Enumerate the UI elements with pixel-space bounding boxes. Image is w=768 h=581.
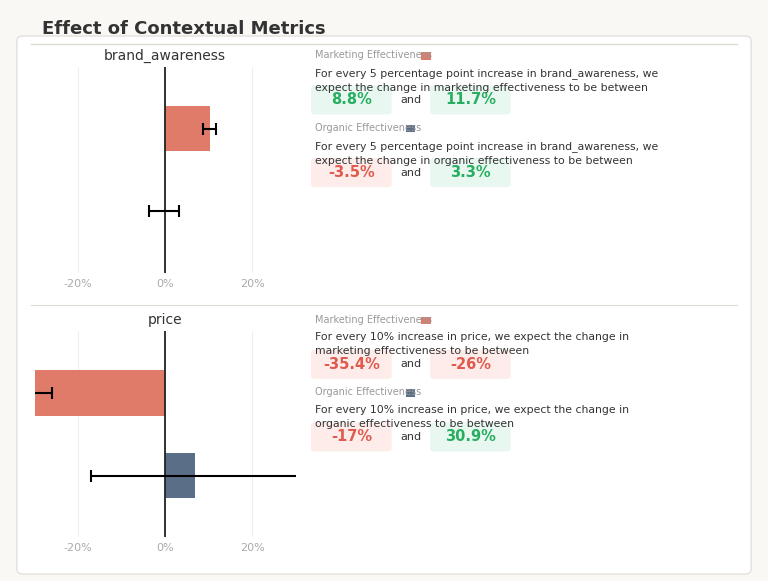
FancyBboxPatch shape (311, 350, 392, 379)
Text: Marketing Effectiveness: Marketing Effectiveness (315, 314, 432, 325)
FancyBboxPatch shape (430, 85, 511, 114)
FancyBboxPatch shape (421, 317, 431, 324)
FancyBboxPatch shape (430, 350, 511, 379)
Text: -17%: -17% (331, 429, 372, 444)
Text: For every 5 percentage point increase in brand_awareness, we
expect the change i: For every 5 percentage point increase in… (315, 68, 658, 93)
Text: 3.3%: 3.3% (450, 165, 491, 180)
Text: For every 10% increase in price, we expect the change in
organic effectiveness t: For every 10% increase in price, we expe… (315, 405, 629, 429)
Title: price: price (147, 313, 183, 327)
FancyBboxPatch shape (421, 52, 431, 60)
FancyBboxPatch shape (406, 389, 415, 397)
Text: and: and (400, 167, 422, 178)
Text: Marketing Effectiveness: Marketing Effectiveness (315, 50, 432, 60)
Text: and: and (400, 359, 422, 370)
Text: -3.5%: -3.5% (328, 165, 375, 180)
Text: Organic Effectiveness: Organic Effectiveness (315, 387, 421, 397)
FancyBboxPatch shape (311, 85, 392, 114)
Text: 8.8%: 8.8% (331, 92, 372, 107)
FancyBboxPatch shape (430, 158, 511, 187)
FancyBboxPatch shape (406, 125, 415, 132)
Title: brand_awareness: brand_awareness (104, 49, 226, 63)
Text: 11.7%: 11.7% (445, 92, 496, 107)
FancyBboxPatch shape (17, 36, 751, 574)
Bar (31, 370, 165, 416)
Text: For every 10% increase in price, we expect the change in
marketing effectiveness: For every 10% increase in price, we expe… (315, 332, 629, 356)
Text: 30.9%: 30.9% (445, 429, 496, 444)
Text: -35.4%: -35.4% (323, 357, 380, 372)
FancyBboxPatch shape (311, 158, 392, 187)
Bar (165, 453, 195, 498)
Text: Organic Effectiveness: Organic Effectiveness (315, 123, 421, 133)
Text: For every 5 percentage point increase in brand_awareness, we
expect the change i: For every 5 percentage point increase in… (315, 141, 658, 166)
Bar (165, 106, 210, 152)
Text: Effect of Contextual Metrics: Effect of Contextual Metrics (42, 20, 326, 38)
Text: and: and (400, 432, 422, 442)
Text: -26%: -26% (450, 357, 491, 372)
Text: and: and (400, 95, 422, 105)
FancyBboxPatch shape (430, 422, 511, 451)
FancyBboxPatch shape (311, 422, 392, 451)
